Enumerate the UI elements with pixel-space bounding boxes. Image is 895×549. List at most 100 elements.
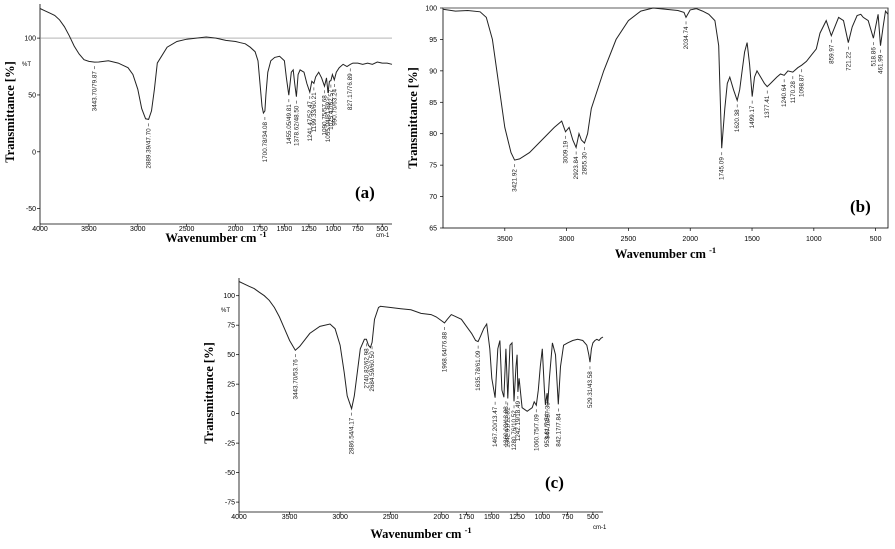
peak-label: 461.99 — [877, 54, 884, 74]
peak-label: 1377.41 — [764, 95, 771, 118]
y-tick-label: 80 — [429, 131, 437, 138]
peak-label: 990.75/63.24 — [331, 88, 338, 125]
peak-label: 1745.09 — [719, 157, 726, 180]
x-tick-label: 1000 — [535, 514, 551, 521]
y-tick-label: 50 — [227, 352, 235, 359]
x-tick-label: 2500 — [383, 514, 399, 521]
peak-label: 1025.47/62.57 — [328, 89, 335, 130]
peak-label: 3443.70/79.87 — [91, 71, 98, 112]
x-axis-title: Wavenumber cm -1 — [615, 245, 716, 261]
peak-label: 947.18/17.30 — [545, 402, 552, 439]
y-axis-title: Transmittance [%] — [406, 67, 420, 168]
y-unit-label: %T — [221, 308, 230, 314]
y-tick-label: 70 — [429, 194, 437, 201]
x-tick-label: 2500 — [179, 226, 195, 233]
y-tick-label: 25 — [227, 382, 235, 389]
peak-label: 1455.05/49.81 — [286, 104, 293, 145]
peak-label: 859.97 — [828, 44, 835, 64]
peak-label: 1467.20/13.47 — [492, 406, 499, 447]
y-tick-label: 100 — [425, 6, 437, 13]
chart-panel-a: 4000 3500 3000 2500 2000 1750 1500 1250 1000 750 5… — [0, 0, 400, 250]
panel-letter: (c) — [545, 473, 564, 492]
y-tick-label: 90 — [429, 68, 437, 75]
peak-label: 1098.87 — [799, 74, 806, 97]
peak-label: 827.17/76.89 — [347, 73, 354, 110]
peak-label: 2034.74 — [683, 26, 690, 49]
y-tick-label: 0 — [231, 411, 235, 418]
y-tick-label: 50 — [28, 92, 36, 99]
y-unit-label: %T — [22, 62, 31, 68]
peak-label: 1499.17 — [749, 105, 756, 128]
y-tick-label: 100 — [24, 36, 36, 43]
x-tick-label: 1750 — [252, 226, 268, 233]
peak-label: 1240.64 — [781, 84, 788, 107]
x-unit-label: cm-1 — [593, 525, 607, 531]
peak-label: 2740.82/62.98 — [363, 348, 370, 389]
y-tick-label: -50 — [26, 206, 36, 213]
x-tick-label: 1000 — [326, 226, 342, 233]
peak-label: 1090.75/57.68 — [322, 95, 329, 136]
chart-panel-b: 3500 3000 2500 2000 1500 1000 500 100 95 90 85 80 75… — [406, 0, 895, 265]
y-tick-label: 65 — [429, 226, 437, 233]
peak-label: 1620.38 — [734, 109, 741, 132]
x-tick-label: 1000 — [806, 236, 822, 243]
y-tick-label: -75 — [225, 500, 235, 507]
peak-label: 529.31/43.58 — [587, 371, 594, 408]
x-tick-label: 2000 — [228, 226, 244, 233]
x-tick-label: 3000 — [559, 236, 575, 243]
x-tick-label: 4000 — [231, 514, 247, 521]
peak-label: 721.22 — [845, 51, 852, 71]
y-axis-title: Transmittance [%] — [3, 61, 17, 162]
spectrum-line — [238, 281, 604, 412]
x-tick-label: 2000 — [682, 236, 698, 243]
peak-label: 2855.30 — [582, 152, 589, 175]
peak-label: 1700.78/34.08 — [262, 122, 269, 163]
y-tick-label: 75 — [429, 163, 437, 170]
peak-label: 1199.33/60.21 — [311, 92, 318, 132]
peak-label: 1242.19/18.49 — [515, 400, 522, 441]
peak-label: 3421.92 — [512, 169, 519, 192]
plot-frame — [442, 7, 889, 229]
x-tick-label: 750 — [562, 514, 574, 521]
peak-label: 1280.76/10.52 — [511, 410, 518, 451]
x-unit-label: cm-1 — [376, 233, 390, 239]
peak-label: 1635.78/61.09 — [475, 350, 482, 391]
x-tick-label: 1250 — [301, 226, 317, 233]
x-tick-label: 3500 — [497, 236, 513, 243]
panel-letter: (b) — [850, 197, 871, 216]
x-tick-label: 3000 — [332, 514, 348, 521]
peak-label: 2889.39/47.70 — [146, 128, 153, 169]
ftir-chart-a: 4000 3500 3000 2500 2000 1750 1500 1250 1000 750 5… — [3, 4, 393, 245]
x-tick-label: 3000 — [130, 226, 146, 233]
peak-label: 953.61/7.54 — [544, 413, 551, 447]
y-tick-label: -25 — [225, 441, 235, 448]
y-tick-label: 95 — [429, 37, 437, 44]
x-tick-label: 3500 — [282, 514, 298, 521]
x-tick-label: 1500 — [744, 236, 760, 243]
x-tick-label: 1500 — [484, 514, 500, 521]
y-tick-label: 85 — [429, 100, 437, 107]
x-tick-label: 3500 — [81, 226, 97, 233]
peak-label: 1060.75/7.09 — [533, 414, 540, 451]
x-axis-title: Wavenumber cm -1 — [370, 525, 471, 541]
x-tick-label: 2000 — [433, 514, 449, 521]
x-tick-label: 500 — [587, 514, 599, 521]
ftir-chart-c: 4000 3500 3000 2500 2000 1750 1500 1250 1000 750 5… — [202, 278, 607, 541]
peak-label: 1170.28 — [790, 81, 797, 104]
x-tick-label: 1250 — [509, 514, 525, 521]
panel-letter: (a) — [355, 183, 375, 202]
spectrum-line — [39, 8, 393, 120]
peak-label: 1968.64/76.88 — [441, 331, 448, 372]
peak-label: 1360.03/13.88 — [503, 406, 510, 447]
x-axis-title: Wavenumber cm -1 — [165, 229, 266, 245]
y-tick-label: -50 — [225, 470, 235, 477]
peak-label: 1378.62/48.50 — [293, 105, 300, 146]
y-axis-title: Transmittance [%] — [202, 342, 216, 443]
peak-label: 3009.19 — [562, 140, 569, 163]
x-tick-label: 750 — [352, 226, 364, 233]
ftir-chart-b: 3500 3000 2500 2000 1500 1000 500 100 95 90 85 80 75… — [406, 6, 889, 261]
x-tick-label: 1500 — [277, 226, 293, 233]
y-tick-label: 100 — [223, 293, 235, 300]
x-tick-label: 500 — [870, 236, 882, 243]
y-tick-label: 75 — [227, 323, 235, 330]
